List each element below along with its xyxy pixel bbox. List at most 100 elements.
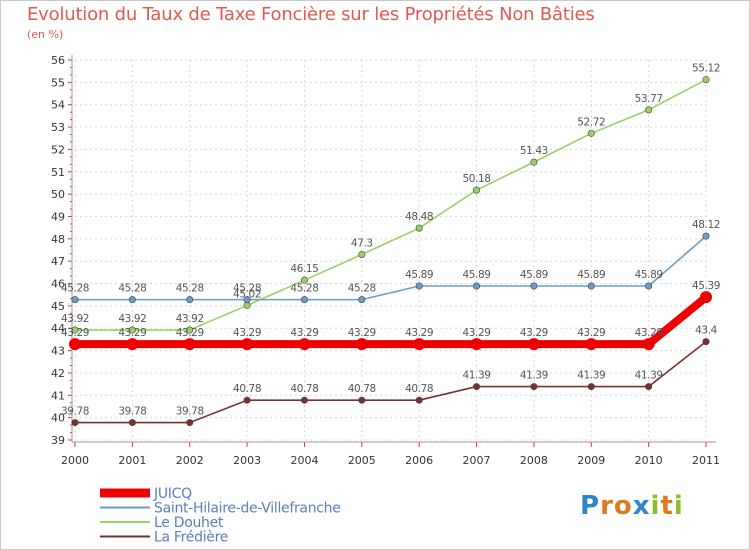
logo-letter: i (650, 491, 661, 521)
data-label: 53.77 (635, 93, 663, 105)
data-point (243, 296, 251, 304)
data-point (413, 338, 426, 351)
data-label: 45.28 (61, 283, 89, 295)
data-point (473, 383, 481, 391)
data-label: 43.29 (577, 327, 605, 339)
data-label: 39.78 (118, 406, 146, 418)
x-tick-label: 2004 (290, 454, 318, 467)
data-point (702, 338, 710, 346)
legend-label: JUICQ (153, 486, 192, 502)
data-point (645, 282, 653, 290)
logo-letter: P (580, 491, 601, 521)
x-tick-label: 2009 (577, 454, 605, 467)
y-tick-label: 40 (51, 412, 65, 425)
x-tick-label: 2008 (520, 454, 548, 467)
data-point (473, 186, 481, 194)
series-line-3 (74, 340, 707, 424)
data-point (126, 338, 139, 351)
y-tick-label: 56 (51, 54, 65, 67)
data-label: 45.89 (463, 269, 491, 281)
data-label: 50.18 (463, 173, 491, 185)
data-label: 48.12 (692, 219, 720, 231)
data-label: 45.89 (635, 269, 663, 281)
data-point (300, 396, 308, 404)
data-point (358, 296, 366, 304)
data-point (300, 296, 308, 304)
data-label: 43.29 (635, 327, 663, 339)
data-label: 45.39 (692, 280, 720, 292)
y-tick-label: 54 (51, 99, 65, 112)
data-point (300, 276, 308, 284)
data-label: 52.72 (577, 116, 605, 128)
data-point (243, 301, 251, 309)
data-label: 40.78 (348, 383, 376, 395)
series-line-0 (71, 293, 710, 349)
data-point (71, 419, 79, 427)
data-label: 51.43 (520, 145, 548, 157)
logo-letter: r (600, 491, 614, 521)
y-tick-label: 55 (51, 76, 65, 89)
data-label: 45.89 (520, 269, 548, 281)
x-tick-label: 2003 (233, 454, 261, 467)
proxiti-logo: Proxiti (580, 491, 684, 521)
data-point (530, 282, 538, 290)
data-label: 45.02 (233, 288, 261, 300)
x-tick-label: 2007 (463, 454, 491, 467)
data-point (355, 338, 368, 351)
legend-label: Le Douhet (154, 515, 224, 531)
data-point (587, 383, 595, 391)
data-label: 40.78 (290, 383, 318, 395)
data-point (702, 232, 710, 240)
data-label: 40.78 (405, 383, 433, 395)
data-label: 41.39 (635, 370, 663, 382)
x-tick-label: 2000 (61, 454, 89, 467)
data-point (645, 106, 653, 114)
data-point (642, 338, 655, 351)
data-label: 48.48 (405, 211, 433, 223)
y-tick-label: 50 (51, 188, 65, 201)
data-label: 39.78 (61, 406, 89, 418)
data-point (128, 419, 136, 427)
x-tick-label: 2005 (348, 454, 376, 467)
data-label: 47.3 (351, 237, 373, 249)
y-tick-label: 43 (51, 345, 65, 358)
data-point (69, 338, 81, 351)
y-tick-label: 49 (51, 210, 65, 223)
data-point (702, 76, 710, 84)
data-point (587, 282, 595, 290)
y-tick-label: 48 (51, 233, 65, 246)
legend-label: Saint-Hilaire-de-Villefranche (154, 501, 341, 517)
data-point (473, 282, 481, 290)
chart-subtitle: (en %) (27, 28, 64, 41)
logo-letter: t (660, 491, 674, 521)
y-tick-label: 44 (51, 322, 65, 335)
y-tick-label: 41 (51, 389, 65, 402)
x-tick-label: 2010 (635, 454, 663, 467)
data-point (585, 338, 598, 351)
data-label: 43.92 (176, 313, 204, 325)
data-label: 45.28 (233, 283, 261, 295)
y-tick-label: 52 (51, 143, 65, 156)
data-label: 45.28 (176, 283, 204, 295)
data-point (527, 338, 540, 351)
y-tick-label: 45 (51, 300, 65, 313)
data-label: 45.28 (290, 283, 318, 295)
data-label: 43.92 (61, 313, 89, 325)
data-point (470, 338, 483, 351)
data-label: 43.29 (61, 327, 89, 339)
data-label: 43.29 (290, 327, 318, 339)
data-point (186, 326, 194, 334)
x-tick-label: 2002 (176, 454, 204, 467)
data-point (128, 296, 136, 304)
data-label: 41.39 (520, 370, 548, 382)
data-point (415, 224, 423, 232)
data-label: 45.89 (405, 269, 433, 281)
data-label: 43.29 (348, 327, 376, 339)
y-tick-label: 47 (51, 255, 65, 268)
y-tick-label: 46 (51, 278, 65, 291)
series-line-1 (74, 235, 707, 301)
data-label: 55.12 (692, 63, 720, 75)
x-tick-label: 2006 (405, 454, 433, 467)
